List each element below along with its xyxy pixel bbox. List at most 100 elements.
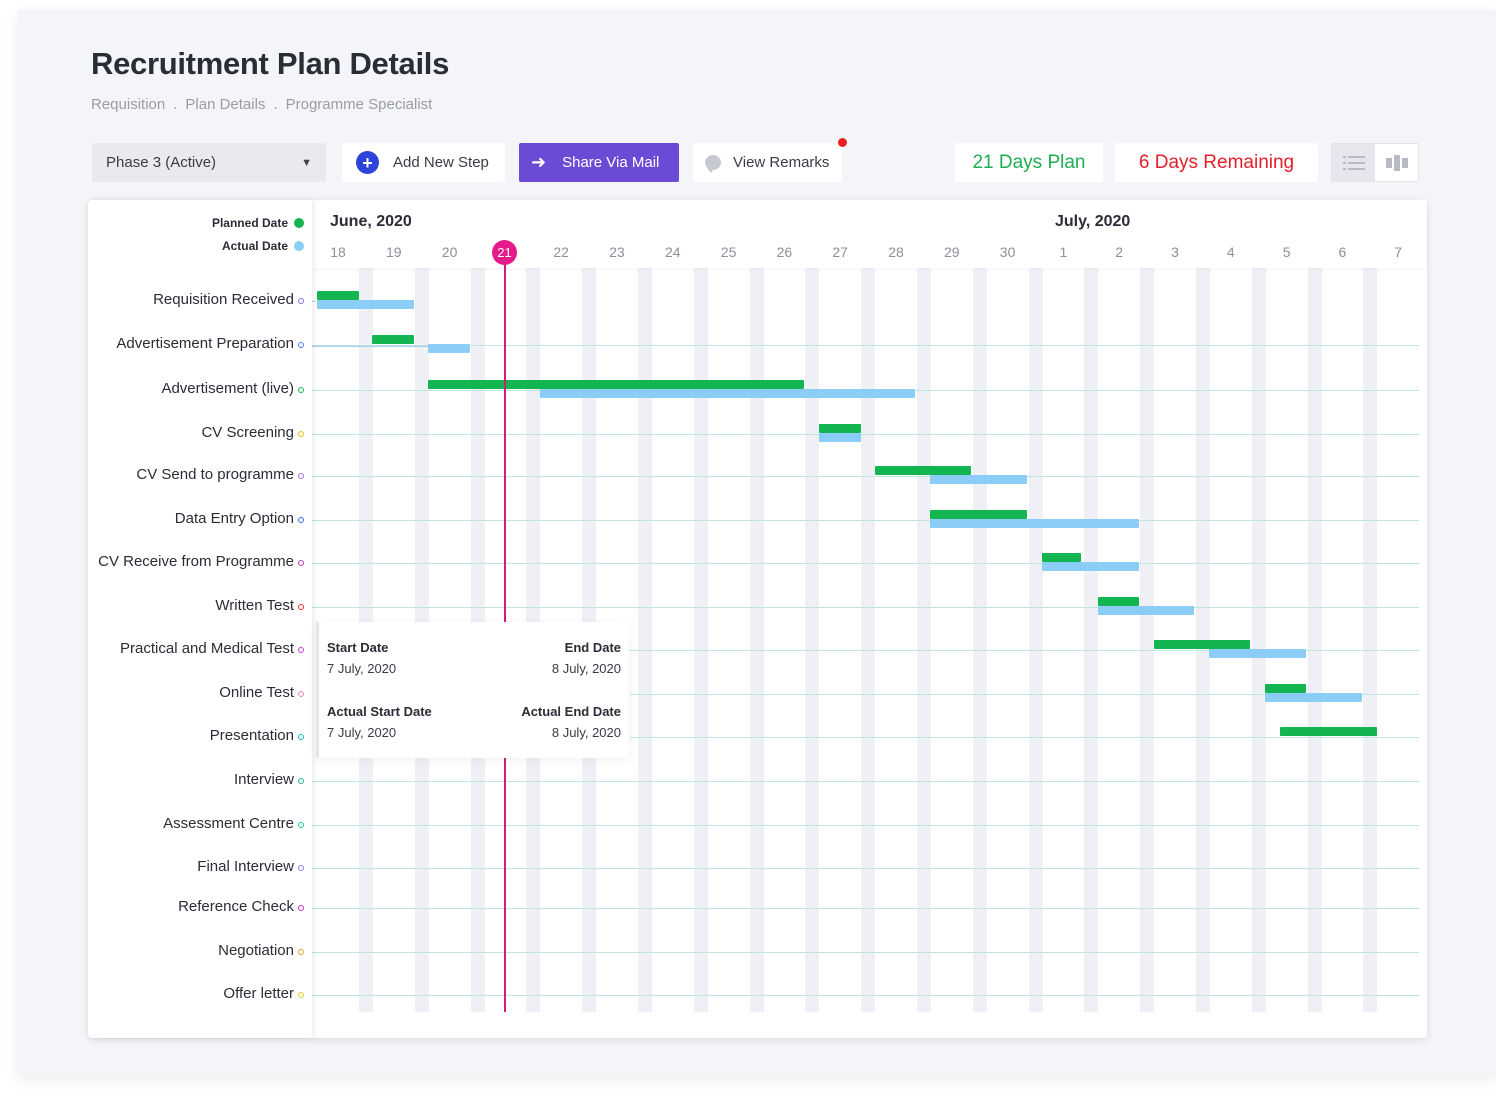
day-stripe: [1307, 268, 1322, 1012]
planned-bar[interactable]: [317, 291, 360, 300]
planned-bar[interactable]: [1265, 684, 1306, 693]
day-label: 26: [776, 244, 793, 260]
day-label: 3: [1171, 244, 1179, 260]
tooltip-end-value: 8 July, 2020: [551, 661, 621, 676]
view-remarks-label: View Remarks: [733, 154, 830, 171]
day-label: 7: [1394, 244, 1403, 260]
breadcrumb-item[interactable]: Programme Specialist: [285, 96, 433, 113]
row-gridline: [305, 952, 1419, 953]
task-status-dot-icon: [298, 517, 304, 523]
task-status-dot-icon: [298, 992, 304, 998]
task-status-dot-icon: [298, 734, 304, 740]
row-gridline: [305, 520, 1419, 521]
share-via-mail-button[interactable]: ➜ Share Via Mail: [519, 143, 679, 182]
day-label: 19: [386, 244, 402, 260]
day-label: 24: [665, 244, 681, 260]
actual-bar[interactable]: [1265, 693, 1362, 702]
actual-bar[interactable]: [1097, 606, 1195, 615]
chevron-down-icon: ▼: [301, 156, 312, 169]
days-remaining-badge: 6 Days Remaining: [1115, 143, 1318, 182]
view-remarks-button[interactable]: View Remarks: [693, 143, 842, 182]
row-gridline: [305, 868, 1419, 869]
row-gridline: [305, 995, 1419, 996]
task-label[interactable]: Advertisement Preparation: [116, 335, 294, 352]
row-gridline: [305, 345, 1419, 346]
columns-icon: [1385, 154, 1408, 171]
task-label[interactable]: Final Interview: [197, 858, 294, 875]
task-status-dot-icon: [298, 691, 304, 697]
day-label: 18: [330, 244, 346, 260]
task-list: Planned Date Actual Date Requisition Rec…: [88, 200, 312, 1038]
task-label[interactable]: Data Entry Option: [174, 510, 294, 527]
tooltip-actual-start-label: Actual Start Date: [327, 704, 432, 719]
add-new-step-button[interactable]: + Add New Step: [342, 143, 505, 182]
task-label[interactable]: CV Receive from Programme: [98, 553, 294, 570]
planned-bar[interactable]: [874, 466, 972, 475]
breadcrumb-item[interactable]: Requisition: [91, 96, 166, 113]
phase-select[interactable]: Phase 3 (Active) ▼: [92, 143, 326, 182]
day-label: 5: [1282, 244, 1291, 260]
actual-bar[interactable]: [930, 475, 1028, 484]
planned-bar[interactable]: [1042, 553, 1082, 562]
day-stripe: [861, 268, 876, 1012]
legend-planned: Planned Date: [212, 216, 304, 230]
row-gridline: [305, 434, 1419, 435]
planned-bar[interactable]: [1097, 597, 1139, 606]
day-stripe: [917, 268, 931, 1012]
task-label[interactable]: Requisition Received: [153, 291, 294, 308]
board-view-button[interactable]: [1375, 144, 1418, 181]
task-label[interactable]: Negotiation: [218, 942, 294, 959]
planned-bar[interactable]: [818, 424, 862, 433]
actual-bar[interactable]: [317, 300, 415, 309]
row-gridline: [305, 346, 430, 347]
task-label[interactable]: Presentation: [209, 727, 294, 744]
planned-dot-icon: [294, 218, 304, 228]
actual-bar[interactable]: [930, 519, 1139, 528]
actual-bar[interactable]: [428, 344, 471, 353]
breadcrumb-item[interactable]: Plan Details: [185, 96, 266, 113]
planned-bar[interactable]: [930, 510, 1028, 519]
day-label: 22: [553, 244, 569, 260]
task-label[interactable]: Practical and Medical Test: [120, 640, 294, 657]
actual-bar[interactable]: [1042, 562, 1139, 571]
planned-bar[interactable]: [1153, 640, 1251, 649]
days-plan-badge: 21 Days Plan: [955, 143, 1103, 182]
day-label: 2: [1115, 244, 1124, 260]
day-stripe: [1028, 268, 1043, 1012]
day-label: 27: [832, 244, 848, 260]
day-label: 25: [720, 244, 737, 260]
notification-dot: [838, 138, 847, 147]
list-view-button[interactable]: [1332, 144, 1375, 181]
row-gridline: [305, 476, 1419, 477]
task-label[interactable]: CV Screening: [201, 424, 294, 441]
month-label: June, 2020: [330, 213, 412, 230]
actual-bar[interactable]: [539, 389, 916, 398]
row-gridline: [305, 781, 1419, 782]
task-status-dot-icon: [298, 560, 304, 566]
planned-bar[interactable]: [428, 380, 804, 389]
task-label[interactable]: Interview: [233, 771, 294, 788]
task-label[interactable]: CV Send to programme: [136, 466, 294, 483]
day-stripe: [972, 268, 987, 1012]
day-label: 20: [441, 244, 458, 260]
planned-bar[interactable]: [1279, 727, 1377, 736]
row-gridline: [305, 908, 1419, 909]
tooltip-end-label: End Date: [564, 640, 621, 655]
planned-bar[interactable]: [372, 335, 415, 344]
today-badge: 21: [492, 240, 517, 265]
tooltip-actual-end-value: 8 July, 2020: [551, 725, 621, 740]
row-gridline: [305, 825, 1419, 826]
day-stripe: [749, 268, 764, 1012]
task-label[interactable]: Advertisement (live): [161, 380, 294, 397]
task-label[interactable]: Assessment Centre: [163, 815, 294, 832]
day-stripe: [1140, 268, 1155, 1012]
task-label[interactable]: Reference Check: [178, 898, 294, 915]
task-label[interactable]: Written Test: [215, 597, 294, 614]
actual-bar[interactable]: [1209, 649, 1307, 658]
task-label[interactable]: Online Test: [219, 684, 294, 701]
actual-bar[interactable]: [818, 433, 862, 442]
task-status-dot-icon: [298, 604, 304, 610]
month-label: July, 2020: [1055, 213, 1131, 230]
list-icon: [1342, 155, 1365, 170]
task-label[interactable]: Offer letter: [223, 985, 294, 1002]
